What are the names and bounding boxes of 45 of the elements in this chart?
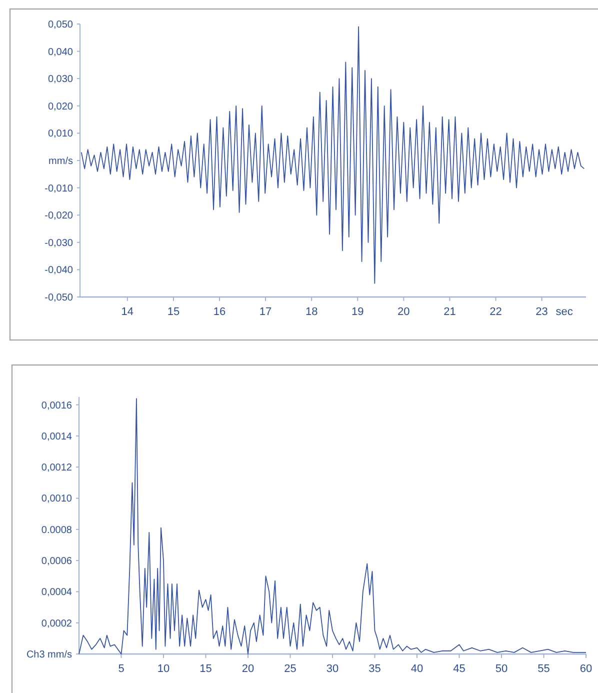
x-axis-title: sec	[556, 306, 574, 318]
line-series	[78, 398, 586, 654]
x-tick-label: 15	[200, 663, 212, 675]
x-tick-label: 23	[536, 306, 548, 318]
y-tick-label: 0,0010	[41, 494, 72, 505]
x-tick-label: 35	[368, 663, 381, 675]
x-tick-label: 45	[453, 663, 466, 675]
line-series	[80, 26, 585, 284]
y-tick-label: -0,010	[44, 183, 74, 194]
x-tick-label: 20	[242, 663, 254, 675]
x-tick-label: 25	[284, 663, 296, 675]
y-tick-label: 0,050	[48, 20, 74, 30]
y-tick-label: 0,040	[48, 46, 74, 58]
x-tick-label: 60	[580, 663, 592, 675]
x-tick-label: 20	[398, 306, 410, 318]
x-tick-label: 22	[490, 306, 502, 318]
x-tick-label: 40	[410, 663, 424, 675]
y-tick-label: 0,020	[48, 101, 74, 112]
y-tick-label: 0.0008	[41, 524, 72, 536]
x-tick-label: 30	[326, 663, 339, 675]
x-tick-label: 10	[157, 663, 170, 675]
y-tick-label: -0,040	[44, 265, 74, 276]
y-tick-label: -0,050	[44, 292, 74, 304]
y-tick-label: 0,0012	[41, 462, 72, 474]
y-tick-label: Ch3 mm/s	[26, 650, 72, 660]
y-tick-label: 0,010	[48, 128, 74, 140]
y-tick-label: mm/s	[48, 156, 73, 167]
y-tick-label: 0,0002	[41, 618, 72, 630]
y-tick-label: 0,0004	[41, 587, 72, 598]
x-tick-label: 17	[259, 306, 272, 318]
x-tick-label: 21	[444, 306, 456, 318]
x-tick-label: 50	[495, 663, 508, 675]
x-tick-label: 16	[213, 306, 226, 318]
y-tick-label: 0,0014	[41, 431, 72, 442]
x-tick-label: 15	[167, 306, 180, 318]
y-tick-label: -0,030	[44, 238, 74, 249]
y-tick-label: -0,020	[44, 210, 74, 222]
x-tick-label: 5	[118, 663, 124, 675]
x-tick-label: 19	[352, 306, 364, 318]
y-tick-label: 0,0006	[41, 556, 72, 568]
y-tick-label: 0,0016	[41, 400, 72, 412]
x-tick-label: 14	[121, 306, 134, 318]
x-tick-label: 18	[305, 306, 318, 318]
x-tick-label: 55	[538, 663, 550, 675]
y-tick-label: 0,030	[48, 74, 74, 86]
